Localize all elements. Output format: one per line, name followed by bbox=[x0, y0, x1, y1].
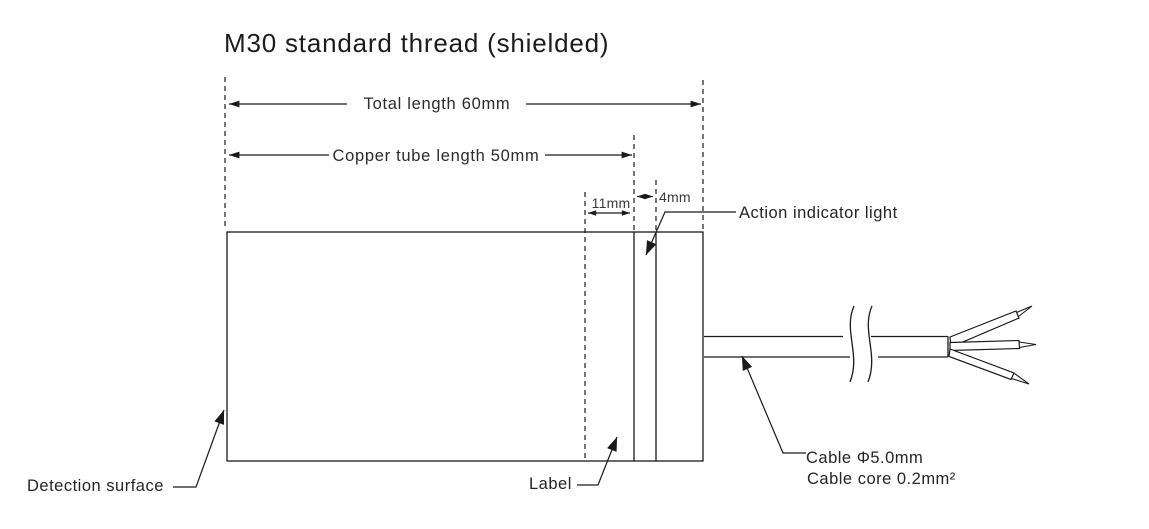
detection-surface-label: Detection surface bbox=[27, 477, 164, 495]
callout-label: Label bbox=[529, 436, 618, 493]
wire-middle bbox=[949, 339, 1021, 352]
label-leader bbox=[577, 436, 618, 486]
cable-break-symbol bbox=[849, 305, 873, 383]
action-indicator-label: Action indicator light bbox=[739, 204, 898, 222]
total-length-label: Total length 60mm bbox=[364, 95, 511, 113]
cable bbox=[704, 305, 1037, 385]
cable-leader bbox=[741, 355, 806, 454]
callout-cable: Cable Φ5.0mm Cable core 0.2mm² bbox=[741, 355, 956, 488]
dimension-total-length: Total length 60mm bbox=[229, 95, 701, 113]
sensor-body-outline bbox=[226, 231, 704, 462]
copper-tube-label: Copper tube length 50mm bbox=[333, 147, 540, 165]
wire-top-pin bbox=[1016, 305, 1033, 317]
sensor-body bbox=[226, 231, 704, 462]
action-indicator-leader bbox=[645, 211, 736, 256]
break-curve-left bbox=[849, 305, 855, 383]
label-label: Label bbox=[529, 475, 572, 493]
callout-action-indicator: Action indicator light bbox=[645, 204, 898, 256]
wire-bottom-pin bbox=[1011, 373, 1030, 385]
dim-11mm-label: 11mm bbox=[592, 195, 631, 211]
callout-detection-surface: Detection surface bbox=[27, 409, 225, 495]
break-curve-right bbox=[867, 305, 873, 383]
dimension-copper-tube: Copper tube length 50mm bbox=[229, 147, 632, 165]
dim-4mm-label: 4mm bbox=[659, 189, 691, 205]
detection-surface-leader bbox=[173, 409, 225, 488]
dimension-11mm: 11mm bbox=[588, 195, 631, 216]
wire-middle-pin bbox=[1018, 341, 1037, 349]
dimension-4mm: 4mm bbox=[637, 189, 691, 205]
cable-core-label: Cable core 0.2mm² bbox=[807, 470, 956, 488]
page-title: M30 standard thread (shielded) bbox=[224, 28, 609, 58]
wire-bottom bbox=[948, 348, 1015, 381]
cable-diameter-label: Cable Φ5.0mm bbox=[806, 449, 923, 467]
extension-lines bbox=[224, 77, 704, 461]
cable-wires bbox=[948, 305, 1037, 385]
